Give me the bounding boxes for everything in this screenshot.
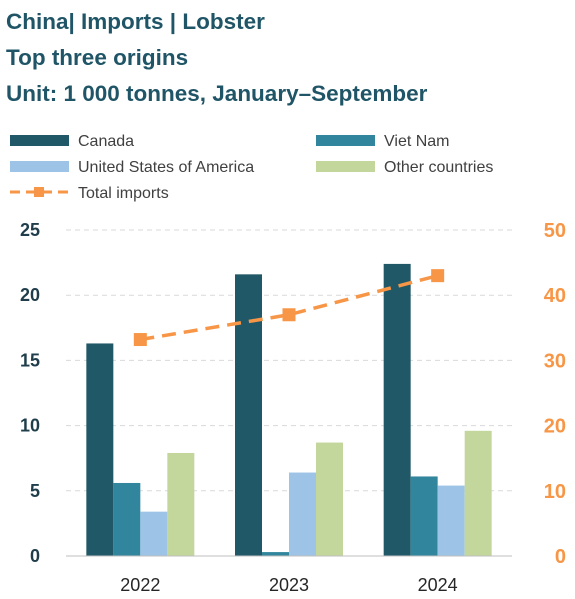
y-left-tick-label: 15 <box>20 350 40 370</box>
bar-united-states-of-america-2022 <box>140 511 168 556</box>
legend-swatch-viet-nam <box>316 135 375 146</box>
y-left-tick-label: 0 <box>30 546 40 566</box>
y-left-tick-label: 10 <box>20 416 40 436</box>
total-imports-marker-2023 <box>282 308 296 322</box>
bar-other-countries-2023 <box>316 442 343 556</box>
legend-swatch-other-countries <box>316 161 375 172</box>
axes: 0 5 10 15 20 25 0 10 20 30 40 50 2022 2023 2024 <box>20 220 566 595</box>
total-imports-marker-2022 <box>133 333 147 347</box>
legend-label-canada: Canada <box>78 133 134 150</box>
bar-united-states-of-america-2024 <box>437 485 465 556</box>
legend: Canada Viet Nam United States of America Ot… <box>10 133 493 202</box>
bar-viet-nam-2024 <box>410 476 438 556</box>
legend-label-other-countries: Other countries <box>384 159 493 176</box>
total-imports-path <box>140 273 439 342</box>
legend-label-total-imports: Total imports <box>78 185 169 202</box>
bar-other-countries-2024 <box>464 430 492 556</box>
x-tick-label-2024: 2024 <box>418 575 458 595</box>
chart-subtitle: Top three origins <box>6 45 189 70</box>
total-imports-line <box>133 269 445 347</box>
chart-unit: Unit: 1 000 tonnes, January–September <box>6 81 428 106</box>
title-block: China| Imports | Lobster Top three origi… <box>6 4 427 112</box>
legend-label-united-states-of-america: United States of America <box>78 159 254 176</box>
bar-viet-nam-2023 <box>262 552 289 556</box>
legend-label-viet-nam: Viet Nam <box>384 133 450 150</box>
bar-viet-nam-2022 <box>113 482 141 556</box>
legend-swatch-united-states-of-america <box>10 161 69 172</box>
y-right-tick-label: 50 <box>544 220 566 242</box>
bar-other-countries-2022 <box>167 452 195 556</box>
y-right-tick-label: 30 <box>544 350 566 372</box>
y-left-tick-label: 5 <box>30 481 40 501</box>
y-right-tick-label: 40 <box>544 285 566 307</box>
y-right-tick-label: 20 <box>544 416 566 438</box>
y-left-tick-label: 20 <box>20 285 40 305</box>
y-left-tick-label: 25 <box>20 220 40 240</box>
bar-united-states-of-america-2023 <box>289 472 316 556</box>
x-tick-label-2022: 2022 <box>120 575 160 595</box>
legend-swatch-canada <box>10 135 69 146</box>
bar-canada-2023 <box>235 274 262 556</box>
y-right-tick-label: 0 <box>555 546 566 568</box>
bar-canada-2024 <box>383 263 411 556</box>
x-tick-label-2023: 2023 <box>269 575 309 595</box>
chart-title: China| Imports | Lobster <box>6 9 265 34</box>
legend-marker-total-imports <box>34 187 44 197</box>
bar-canada-2022 <box>86 343 114 556</box>
total-imports-marker-2024 <box>431 269 445 283</box>
bars <box>86 263 492 556</box>
gridlines <box>66 229 512 492</box>
y-right-tick-label: 10 <box>544 481 566 503</box>
